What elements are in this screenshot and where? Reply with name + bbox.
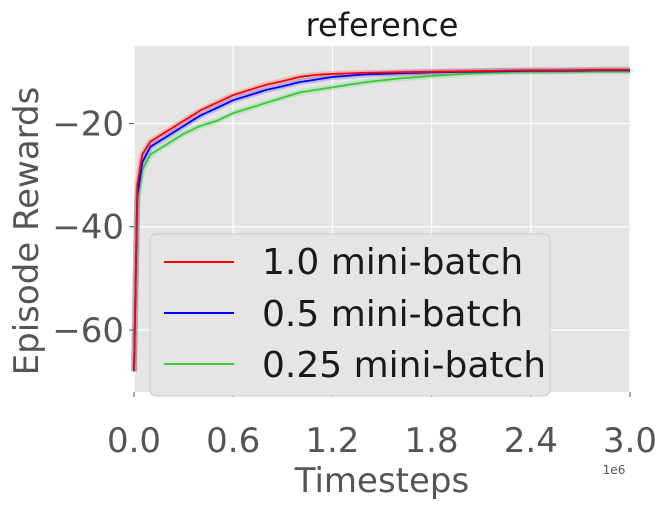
series-line-3 bbox=[133, 70, 630, 372]
x-tick-label-5: 3.0 bbox=[603, 421, 657, 461]
x-tick-label-0: 0.0 bbox=[107, 421, 161, 461]
x-axis-label: Timesteps bbox=[294, 461, 469, 501]
legend-label-series-1: 1.0 mini-batch bbox=[262, 242, 523, 283]
y-tick-label-0: −60 bbox=[52, 311, 124, 351]
x-tick-label-1: 0.6 bbox=[206, 421, 260, 461]
legend-box bbox=[149, 233, 551, 397]
series-line-1 bbox=[133, 68, 630, 372]
x-offset-label: 1e6 bbox=[603, 463, 626, 477]
legend-label-series-3: 0.25 mini-batch bbox=[262, 345, 546, 386]
legend: 1.0 mini-batch 0.5 mini-batch 0.25 mini-… bbox=[149, 233, 551, 397]
chart-title: reference bbox=[306, 6, 459, 44]
y-tick-label-1: −40 bbox=[52, 208, 124, 248]
x-tick-label-4: 2.4 bbox=[504, 421, 558, 461]
y-axis-label: Episode Rewards bbox=[7, 87, 47, 376]
legend-label-series-2: 0.5 mini-batch bbox=[262, 294, 523, 335]
x-tick-label-2: 1.2 bbox=[305, 421, 359, 461]
x-tick-label-3: 1.8 bbox=[405, 421, 459, 461]
x-tick-labels: 0.0 0.6 1.2 1.8 2.4 3.0 bbox=[107, 392, 657, 461]
y-tick-label-2: −20 bbox=[52, 104, 124, 144]
series-lines bbox=[131, 66, 630, 372]
y-tick-labels: −60 −40 −20 bbox=[52, 104, 134, 351]
